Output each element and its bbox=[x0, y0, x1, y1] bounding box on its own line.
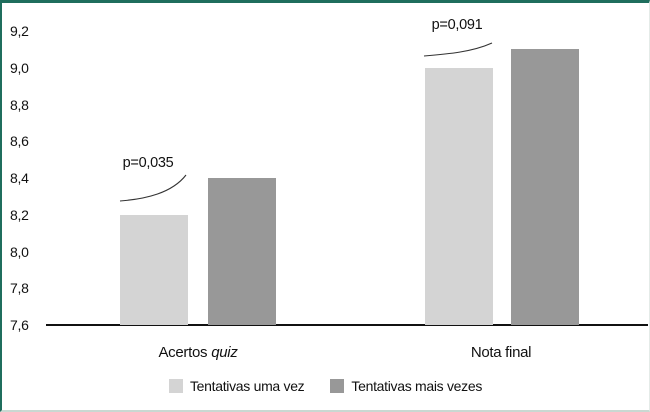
legend-item-tentativas-mais-vezes: Tentativas mais vezes bbox=[330, 378, 482, 394]
bar-nota-final-s0 bbox=[425, 67, 493, 325]
y-axis-tick-label: 8,2 bbox=[10, 206, 29, 223]
bar-acertos-quiz-s1 bbox=[208, 178, 276, 325]
bar-nota-final-s1 bbox=[511, 49, 579, 325]
p-value-annotation-nota: p=0,091 bbox=[431, 17, 483, 33]
x-axis-label-italic: quiz bbox=[211, 344, 238, 361]
legend-item-tentativas-uma-vez: Tentativas uma vez bbox=[168, 378, 305, 394]
y-axis-tick-label: 8,4 bbox=[10, 170, 29, 186]
y-axis-tick-label: 7,6 bbox=[10, 317, 29, 333]
legend-swatch-light-gray bbox=[168, 379, 183, 393]
x-axis-label-text: Nota final bbox=[470, 344, 532, 361]
legend-label: Tentativas uma vez bbox=[189, 378, 305, 394]
legend: Tentativas uma vez Tentativas mais vezes bbox=[2, 378, 649, 394]
legend-swatch-dark-gray bbox=[330, 379, 345, 393]
bar-acertos-quiz-s0 bbox=[120, 214, 188, 325]
x-axis-label-nota-final: Nota final bbox=[470, 344, 532, 361]
y-axis-tick-label: 8,0 bbox=[10, 243, 29, 260]
x-axis-label-text: Acertos bbox=[158, 344, 208, 361]
significance-curve-acertos bbox=[119, 174, 187, 202]
significance-curve-nota bbox=[423, 42, 493, 57]
plot-area: p=0,035 p=0,091 Acertos quiz Nota final T… bbox=[2, 3, 649, 410]
x-axis-label-acertos-quiz: Acertos quiz bbox=[158, 344, 237, 361]
y-axis-tick-label: 9,2 bbox=[10, 23, 29, 39]
p-value-annotation-acertos: p=0,035 bbox=[122, 155, 174, 171]
y-axis-tick-label: 7,8 bbox=[10, 280, 29, 297]
y-axis-tick-label: 9,0 bbox=[10, 59, 29, 76]
y-axis-tick-label: 8,6 bbox=[10, 133, 29, 150]
x-axis-line bbox=[46, 324, 648, 326]
y-axis-tick-label: 8,8 bbox=[10, 96, 29, 113]
legend-label: Tentativas mais vezes bbox=[351, 378, 483, 394]
